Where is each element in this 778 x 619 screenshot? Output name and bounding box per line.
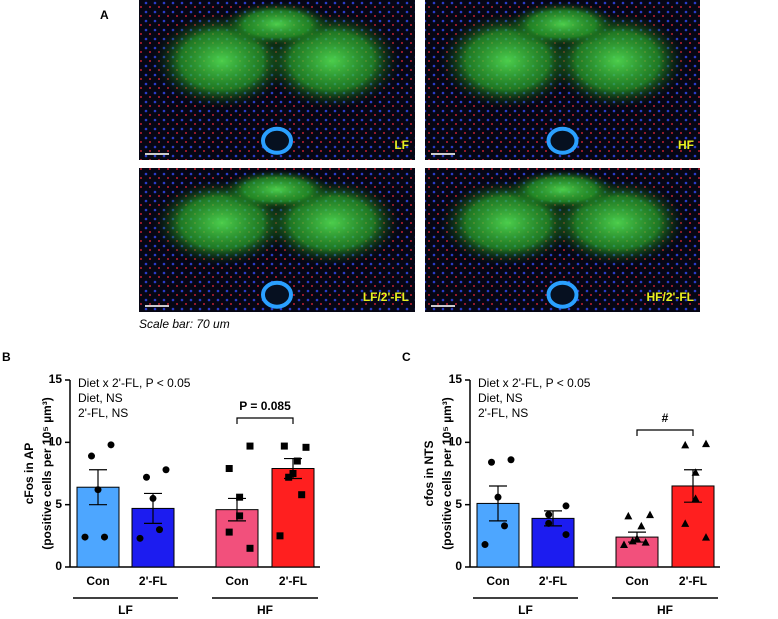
point xyxy=(691,494,700,502)
point xyxy=(225,528,233,536)
point xyxy=(236,493,244,501)
x-tick-label: 2'-FL xyxy=(279,574,307,588)
point xyxy=(562,502,570,510)
group-label: LF xyxy=(118,603,133,617)
point xyxy=(620,540,628,549)
point xyxy=(280,442,288,450)
point xyxy=(702,533,710,541)
tissue xyxy=(507,1,618,47)
annotation: 2'-FL, NS xyxy=(478,406,528,420)
annotation: Diet x 2'-FL, P < 0.05 xyxy=(78,376,191,390)
y-tick-label: 5 xyxy=(55,497,62,511)
significance-bracket xyxy=(636,429,694,436)
annotation: Diet, NS xyxy=(478,391,523,405)
point xyxy=(285,473,293,481)
point xyxy=(236,512,244,520)
image-label: HF/2'-FL xyxy=(646,290,694,304)
x-tick-label: 2'-FL xyxy=(539,574,567,588)
canal xyxy=(546,280,579,309)
x-tick-label: Con xyxy=(625,574,648,588)
point xyxy=(481,541,489,549)
y-tick-label: 5 xyxy=(455,497,462,511)
point xyxy=(302,443,310,451)
point xyxy=(702,439,710,448)
point xyxy=(628,536,637,545)
y-axis-label: cfos in NTS xyxy=(422,440,436,506)
annotation: Diet, NS xyxy=(78,391,123,405)
y-tick-label: 15 xyxy=(449,372,463,386)
x-tick-label: Con xyxy=(486,574,509,588)
point xyxy=(298,491,306,499)
x-tick-label: Con xyxy=(225,574,248,588)
tissue xyxy=(507,169,618,210)
canal xyxy=(546,126,579,155)
y-tick-label: 15 xyxy=(49,372,63,386)
point xyxy=(289,470,297,477)
point xyxy=(637,521,646,530)
group-label: HF xyxy=(657,603,673,617)
canal xyxy=(261,126,293,155)
image-label: LF/2'-FL xyxy=(363,290,409,304)
point xyxy=(246,442,254,450)
point xyxy=(691,468,700,476)
panel-label: C xyxy=(402,350,411,364)
point xyxy=(225,465,233,473)
significance-bracket xyxy=(236,417,294,424)
significance-label: # xyxy=(662,411,669,425)
point xyxy=(143,473,150,481)
caption: Scale bar: 70 um xyxy=(139,317,230,331)
y-tick-label: 10 xyxy=(449,435,463,449)
group-label: HF xyxy=(257,603,273,617)
panel-label: B xyxy=(2,350,11,364)
point xyxy=(162,466,170,474)
tissue xyxy=(221,1,333,47)
x-tick-label: 2'-FL xyxy=(679,574,707,588)
point xyxy=(545,511,553,519)
point xyxy=(562,531,570,539)
point xyxy=(101,533,108,541)
point xyxy=(641,538,650,546)
x-tick-label: 2'-FL xyxy=(139,574,167,588)
point xyxy=(149,494,157,502)
annotation: 2'-FL, NS xyxy=(78,406,128,420)
bar xyxy=(271,468,315,568)
point xyxy=(494,493,502,501)
panel-label: A xyxy=(100,8,109,22)
significance-label: P = 0.085 xyxy=(239,399,291,413)
y-axis-label: (positive cells per 10⁵ µm³) xyxy=(40,397,54,550)
point xyxy=(488,458,495,466)
y-tick-label: 10 xyxy=(49,435,63,449)
image-label: HF xyxy=(678,138,694,152)
tissue xyxy=(221,169,333,210)
point xyxy=(81,533,89,541)
point xyxy=(107,441,115,449)
point xyxy=(276,532,284,540)
point xyxy=(156,526,163,534)
point xyxy=(624,511,633,520)
point xyxy=(646,510,654,519)
point xyxy=(501,522,508,530)
point xyxy=(633,534,641,542)
x-tick-label: Con xyxy=(86,574,109,588)
y-axis-label: cFos in AP xyxy=(22,443,36,505)
point xyxy=(136,534,144,542)
y-tick-label: 0 xyxy=(455,559,462,573)
group-label: LF xyxy=(518,603,533,617)
point xyxy=(507,456,515,464)
point xyxy=(246,544,254,552)
bar xyxy=(531,517,575,568)
point xyxy=(545,519,553,527)
point xyxy=(293,457,301,465)
point xyxy=(94,486,102,494)
point xyxy=(88,452,95,460)
y-axis-label: (positive cells per 10⁵ µm³) xyxy=(440,397,454,550)
y-tick-label: 0 xyxy=(55,559,62,573)
point xyxy=(681,440,690,449)
annotation: Diet x 2'-FL, P < 0.05 xyxy=(478,376,591,390)
image-label: LF xyxy=(394,138,409,152)
canal xyxy=(261,280,293,309)
point xyxy=(681,519,690,527)
